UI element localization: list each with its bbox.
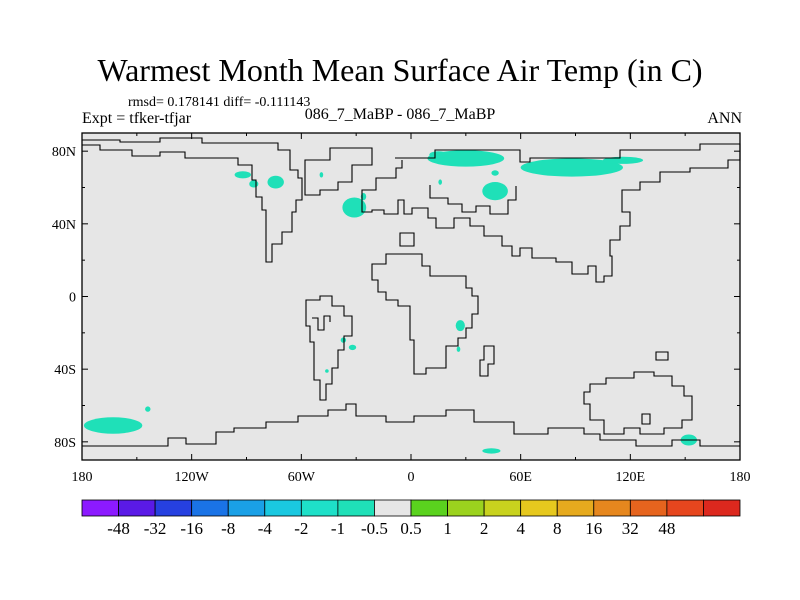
anomaly-area: [319, 172, 324, 178]
season-label: ANN: [707, 110, 742, 127]
colorbar-label: 1: [443, 519, 452, 538]
colorbar-swatch: [520, 499, 558, 517]
coastline-eurasia: [361, 143, 741, 283]
colorbar-swatch: [483, 499, 522, 517]
colorbar-swatch: [447, 499, 485, 517]
lat-tick-label: 80S: [54, 436, 76, 451]
coastline-north-america: [82, 137, 303, 263]
anomaly-area: [340, 337, 347, 343]
colorbar-swatch: [374, 499, 412, 517]
colorbar-label: 0.5: [400, 519, 421, 538]
longitude-axis: 180 120W 60W 0 60E 120E 180: [72, 133, 751, 485]
coastline-scandinavia: [429, 185, 517, 215]
latitude-axis: 80N 40N 0 40S 80S: [52, 145, 740, 451]
colorbar-label: -32: [144, 519, 167, 538]
colorbar-label: 4: [516, 519, 525, 538]
colorbar-label: -0.5: [361, 519, 388, 538]
colorbar-label: -2: [294, 519, 308, 538]
anomaly-area: [249, 180, 259, 188]
colorbar: -48 -32 -16 -8 -4 -2 -1 -0.5 0.5 1 2 4 8 16 32 48: [81, 499, 741, 538]
colorbar-label: -4: [258, 519, 273, 538]
colorbar-swatch: [227, 499, 266, 517]
coastline-south-america: [305, 295, 353, 401]
colorbar-label: 16: [585, 519, 602, 538]
coastline-central-america: [312, 315, 331, 331]
anomaly-area: [491, 170, 499, 176]
colorbar-swatch: [410, 499, 448, 517]
lat-tick-label: 0: [69, 291, 76, 306]
coastline-tasmania: [641, 413, 651, 425]
colorbar-swatch: [154, 499, 193, 517]
colorbar-swatch: [337, 499, 375, 517]
colorbar-swatch: [593, 499, 631, 517]
comparison-label: 086_7_MaBP - 086_7_MaBP: [304, 106, 496, 123]
colorbar-swatch: [703, 499, 741, 517]
colorbar-swatch: [629, 499, 668, 517]
lon-tick-label: 120E: [616, 470, 646, 485]
colorbar-label: -48: [107, 519, 130, 538]
colorbar-swatch: [191, 499, 229, 517]
lon-tick-label: 0: [408, 470, 415, 485]
anomaly-area: [456, 346, 461, 352]
anomaly-area: [482, 448, 501, 454]
anomaly-area: [520, 158, 623, 177]
colorbar-swatch: [666, 499, 704, 517]
anomaly-area: [429, 151, 448, 159]
colorbar-swatch: [556, 499, 595, 517]
colorbar-label: 32: [622, 519, 639, 538]
colorbar-swatch: [264, 499, 302, 517]
lat-tick-label: 40N: [52, 218, 76, 233]
colorbar-label: 8: [553, 519, 562, 538]
coastline-antarctica: [82, 403, 740, 447]
lon-tick-label: 180: [730, 470, 751, 485]
colorbar-label: -8: [221, 519, 235, 538]
map-background: [82, 133, 740, 460]
coastline-small-island: [399, 232, 415, 247]
colorbar-label: 2: [480, 519, 489, 538]
anomaly-area: [325, 369, 329, 373]
coastline-africa: [371, 253, 479, 375]
anomaly-area: [455, 320, 465, 332]
anomaly-area: [348, 344, 357, 351]
map-title: Warmest Month Mean Surface Air Temp (in …: [97, 52, 703, 88]
lon-tick-label: 120W: [175, 470, 210, 485]
anomaly-area: [267, 175, 284, 189]
lat-tick-label: 40S: [54, 363, 76, 378]
coastline-madagascar: [479, 345, 495, 377]
anomaly-area: [145, 406, 151, 412]
lat-tick-label: 80N: [52, 145, 76, 160]
coastline-greenland: [304, 147, 373, 196]
lon-tick-label: 60W: [288, 470, 316, 485]
colorbar-swatch: [300, 499, 339, 517]
anomaly-area: [342, 197, 367, 218]
anomaly-layer: [83, 150, 697, 454]
coastline-australia: [583, 371, 693, 435]
colorbar-label: -1: [331, 519, 345, 538]
stats-text: rmsd= 0.178141 diff= -0.111143: [128, 95, 311, 110]
anomaly-area: [234, 171, 251, 179]
lon-tick-label: 180: [72, 470, 93, 485]
anomaly-area: [482, 182, 508, 201]
colorbar-swatch: [118, 499, 156, 517]
colorbar-label: -16: [180, 519, 203, 538]
coastline-layer: [82, 137, 741, 447]
colorbar-label: 48: [658, 519, 675, 538]
lon-tick-label: 60E: [509, 470, 532, 485]
colorbar-swatch: [81, 499, 119, 517]
anomaly-area: [438, 179, 443, 185]
anomaly-area: [83, 417, 143, 434]
experiment-label: Expt = tfker-tfjar: [82, 110, 192, 127]
coastline-new-guinea: [655, 351, 669, 361]
